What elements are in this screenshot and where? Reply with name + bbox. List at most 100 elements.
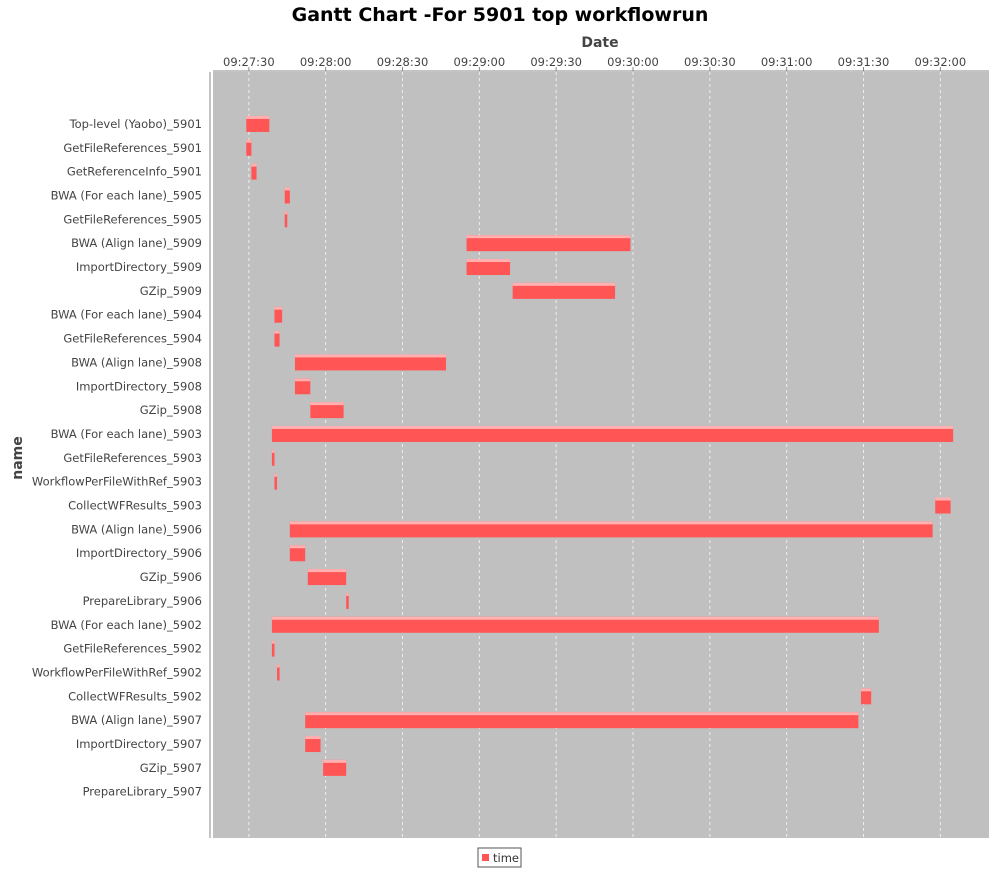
task-label: BWA (Align lane)_5906 — [71, 522, 202, 536]
x-axis-label: Date — [581, 35, 618, 51]
x-tick-label: 09:28:00 — [300, 55, 352, 69]
task-bar — [274, 306, 283, 323]
task-bar-highlight — [305, 712, 859, 716]
task-bar-highlight — [860, 688, 872, 692]
task-label: BWA (For each lane)_5903 — [51, 427, 202, 441]
task-label: GetReferenceInfo_5901 — [67, 165, 202, 179]
task-label: GZip_5908 — [140, 403, 202, 417]
task-label: CollectWFResults_5903 — [68, 499, 202, 513]
task-label: ImportDirectory_5906 — [76, 546, 202, 560]
task-bar-highlight — [246, 139, 252, 143]
task-label: ImportDirectory_5909 — [76, 260, 202, 274]
task-label: GetFileReferences_5901 — [63, 141, 202, 155]
task-bar — [274, 473, 278, 490]
task-bar-highlight — [294, 354, 447, 358]
task-bar-highlight — [271, 449, 275, 453]
x-tick-label: 09:32:00 — [915, 55, 967, 69]
task-bar-highlight — [284, 187, 290, 191]
task-bar-highlight — [274, 306, 283, 310]
task-label: GZip_5907 — [140, 761, 202, 775]
task-bar-highlight — [251, 163, 257, 167]
task-label: BWA (For each lane)_5905 — [51, 188, 202, 202]
task-bar — [271, 640, 275, 657]
task-bar — [284, 187, 290, 204]
task-label: WorkflowPerFileWithRef_5902 — [32, 665, 202, 679]
gridlines — [248, 72, 941, 838]
task-label: Top-level (Yaobo)_5901 — [69, 117, 202, 131]
task-bar — [935, 497, 951, 514]
task-label: CollectWFResults_5902 — [68, 689, 202, 703]
bars — [246, 115, 954, 776]
task-bar-highlight — [274, 473, 278, 477]
task-bar — [277, 664, 280, 681]
task-label: PrepareLibrary_5906 — [83, 594, 202, 608]
x-tick-label: 09:30:30 — [684, 55, 736, 69]
task-bar-highlight — [310, 402, 344, 406]
task-label: BWA (For each lane)_5902 — [51, 618, 202, 632]
task-bar — [271, 449, 275, 466]
plot-area — [213, 72, 989, 838]
task-bar — [294, 378, 311, 395]
task-label: BWA (For each lane)_5904 — [51, 308, 202, 322]
chart-title: Gantt Chart -For 5901 top workflowrun — [292, 4, 709, 26]
task-bar-highlight — [305, 736, 321, 740]
task-bar — [289, 521, 933, 538]
task-bar-highlight — [466, 259, 511, 263]
task-label: PrepareLibrary_5907 — [83, 785, 202, 799]
task-bar — [346, 592, 349, 609]
task-label: GetFileReferences_5905 — [63, 212, 202, 226]
task-bar-highlight — [271, 616, 879, 620]
task-bar-highlight — [246, 115, 270, 119]
task-label: GetFileReferences_5902 — [63, 642, 202, 656]
x-tick-label: 09:27:30 — [223, 55, 275, 69]
task-bar — [323, 759, 347, 776]
task-bar-highlight — [466, 235, 631, 239]
task-bar-highlight — [271, 640, 275, 644]
task-bar — [307, 569, 347, 586]
task-label: GZip_5906 — [140, 570, 202, 584]
legend-box — [477, 847, 522, 868]
task-bar — [271, 616, 879, 633]
y-axis-label: name — [10, 436, 26, 480]
task-label: ImportDirectory_5908 — [76, 379, 202, 393]
task-bar-highlight — [271, 425, 954, 429]
task-bar-highlight — [284, 211, 288, 215]
x-axis: 09:27:30 09:28:00 09:28:30 09:29:00 09:29:30… — [213, 55, 989, 72]
x-tick-label: 09:28:30 — [377, 55, 429, 69]
task-bar — [274, 330, 280, 347]
task-label: GetFileReferences_5904 — [63, 332, 202, 346]
task-bar — [466, 235, 631, 252]
legend-swatch — [482, 854, 489, 861]
task-bar — [284, 211, 288, 228]
task-label: GetFileReferences_5903 — [63, 451, 202, 465]
task-bar — [246, 139, 252, 156]
task-bar-highlight — [307, 569, 347, 573]
task-label: ImportDirectory_5907 — [76, 737, 202, 751]
task-bar — [466, 259, 511, 276]
task-bar — [271, 425, 954, 442]
task-bar — [860, 688, 872, 705]
task-label: WorkflowPerFileWithRef_5903 — [32, 475, 202, 489]
task-bar — [305, 736, 321, 753]
task-bar — [512, 282, 616, 299]
task-bar — [310, 402, 344, 419]
task-bar-highlight — [289, 545, 306, 549]
task-label: BWA (Align lane)_5909 — [71, 236, 202, 250]
x-tick-label: 09:29:30 — [530, 55, 582, 69]
task-bar — [305, 712, 859, 729]
task-bar-highlight — [935, 497, 951, 501]
legend: time — [477, 847, 522, 868]
task-bar-highlight — [274, 330, 280, 334]
task-bar-highlight — [294, 378, 311, 382]
task-bar-highlight — [346, 592, 349, 596]
task-label: BWA (Align lane)_5907 — [71, 713, 202, 727]
task-bar-highlight — [323, 759, 347, 763]
x-tick-label: 09:30:00 — [607, 55, 659, 69]
x-tick-label: 09:31:00 — [761, 55, 813, 69]
task-bar — [289, 545, 306, 562]
legend-label: time — [493, 851, 519, 865]
task-bar — [294, 354, 447, 371]
task-label: GZip_5909 — [140, 284, 202, 298]
task-bar — [246, 115, 270, 132]
y-axis: Top-level (Yaobo)_5901 GetFileReferences_… — [32, 72, 211, 838]
